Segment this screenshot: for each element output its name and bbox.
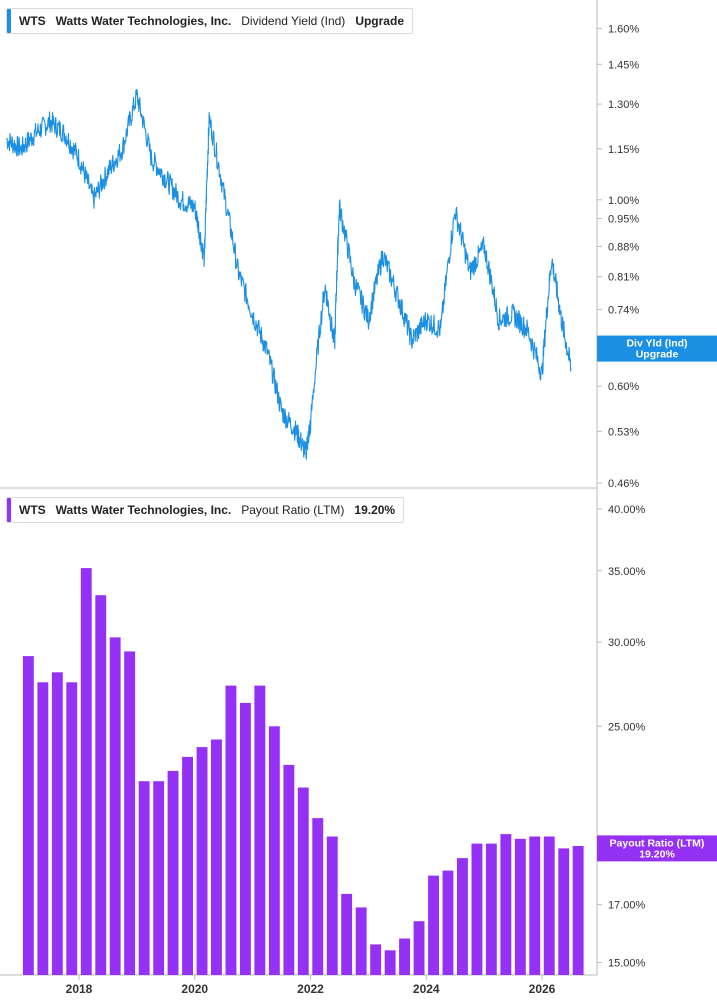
payout-bar — [268, 726, 280, 975]
x-tick-label: 2020 — [181, 982, 208, 996]
yield-badge-value: Upgrade — [636, 349, 679, 361]
payout-badge-label: Payout Ratio (LTM) — [610, 837, 705, 849]
yield-value-badge: Div Yld (Ind) Upgrade — [597, 335, 717, 362]
payout-tick-label: 30.00% — [608, 637, 646, 649]
payout-bar — [138, 781, 150, 975]
yield-tick-label: 0.60% — [608, 381, 639, 393]
yield-tick-label: 1.30% — [608, 99, 639, 111]
payout-bar — [442, 870, 454, 975]
payout-bar — [283, 764, 295, 975]
payout-bar — [80, 568, 92, 975]
yield-tick-label: 1.45% — [608, 59, 639, 71]
legend-company: Watts Water Technologies, Inc. — [55, 14, 232, 28]
payout-bar — [211, 739, 222, 975]
payout-bar — [95, 595, 107, 975]
payout-bar — [341, 893, 353, 975]
x-tick-label: 2022 — [297, 982, 324, 996]
payout-tick-label: 40.00% — [608, 504, 646, 516]
legend-metric: Dividend Yield (Ind) — [241, 14, 346, 28]
x-tick-label: 2024 — [413, 982, 440, 996]
payout-bar — [572, 846, 584, 975]
payout-bar — [529, 836, 541, 975]
payout-bar — [485, 843, 497, 975]
yield-series-swatch — [7, 9, 11, 33]
yield-tick-label: 0.46% — [608, 478, 639, 490]
payout-bar — [22, 656, 34, 975]
payout-y-axis: 40.00% 35.00% 30.00% 25.00% 17.00% 15.00% — [597, 504, 646, 970]
yield-tick-label: 1.00% — [608, 195, 639, 207]
payout-bar — [558, 848, 570, 975]
payout-legend[interactable]: WTS Watts Water Technologies, Inc. Payou… — [6, 497, 405, 523]
payout-bar — [312, 818, 324, 975]
yield-tick-label: 1.15% — [608, 144, 639, 156]
legend-ticker: WTS — [19, 503, 46, 517]
payout-bar — [167, 770, 179, 975]
dividend-yield-line — [6, 88, 572, 460]
payout-bar — [182, 756, 193, 975]
payout-bar — [428, 875, 439, 975]
payout-bar — [457, 858, 468, 975]
legend-metric: Payout Ratio (LTM) — [241, 503, 345, 517]
payout-bar — [240, 702, 251, 975]
payout-bar — [66, 682, 78, 975]
payout-bar — [196, 747, 208, 975]
yield-tick-label: 0.88% — [608, 241, 639, 253]
payout-bar — [124, 651, 136, 975]
payout-tick-label: 17.00% — [608, 900, 646, 912]
yield-tick-label: 0.53% — [608, 426, 639, 438]
payout-bar — [370, 944, 382, 975]
payout-bar — [51, 672, 63, 975]
yield-tick-label: 0.81% — [608, 272, 639, 284]
payout-bar — [225, 685, 237, 975]
payout-bar — [500, 834, 512, 975]
yield-tick-label: 0.74% — [608, 305, 639, 317]
yield-tick-label: 1.60% — [608, 23, 639, 35]
payout-bar — [399, 938, 410, 975]
payout-badge-value: 19.20% — [639, 848, 675, 860]
payout-bar — [254, 685, 266, 975]
x-axis: 2018 2020 2022 2024 2026 — [66, 975, 556, 996]
payout-bar — [384, 950, 396, 975]
payout-bar — [471, 843, 483, 975]
payout-bar — [326, 836, 338, 975]
legend-ticker: WTS — [19, 14, 46, 28]
payout-bar — [514, 838, 526, 975]
yield-badge-label: Div Yld (Ind) — [626, 338, 687, 350]
payout-bar — [355, 907, 367, 975]
payout-bar — [109, 637, 121, 975]
x-tick-label: 2018 — [66, 982, 93, 996]
x-tick-label: 2026 — [529, 982, 556, 996]
legend-company: Watts Water Technologies, Inc. — [55, 503, 232, 517]
payout-value-badge: Payout Ratio (LTM) 19.20% — [597, 835, 717, 862]
yield-legend[interactable]: WTS Watts Water Technologies, Inc. Divid… — [6, 8, 413, 34]
payout-tick-label: 35.00% — [608, 566, 646, 578]
payout-bar — [37, 682, 49, 975]
legend-value: 19.20% — [354, 503, 396, 517]
yield-y-axis: 1.60% 1.45% 1.30% 1.15% 1.00% 0.95% 0.88% 0.81%… — [597, 23, 639, 490]
payout-series-swatch — [7, 498, 11, 522]
payout-bar — [413, 921, 425, 975]
payout-bar — [297, 787, 309, 975]
payout-bar — [543, 836, 555, 975]
payout-ratio-bars — [22, 568, 584, 975]
payout-bar — [153, 781, 165, 975]
legend-upgrade-link[interactable]: Upgrade — [355, 14, 404, 28]
payout-tick-label: 25.00% — [608, 721, 646, 733]
payout-tick-label: 15.00% — [608, 958, 646, 970]
yield-tick-label: 0.95% — [608, 213, 639, 225]
